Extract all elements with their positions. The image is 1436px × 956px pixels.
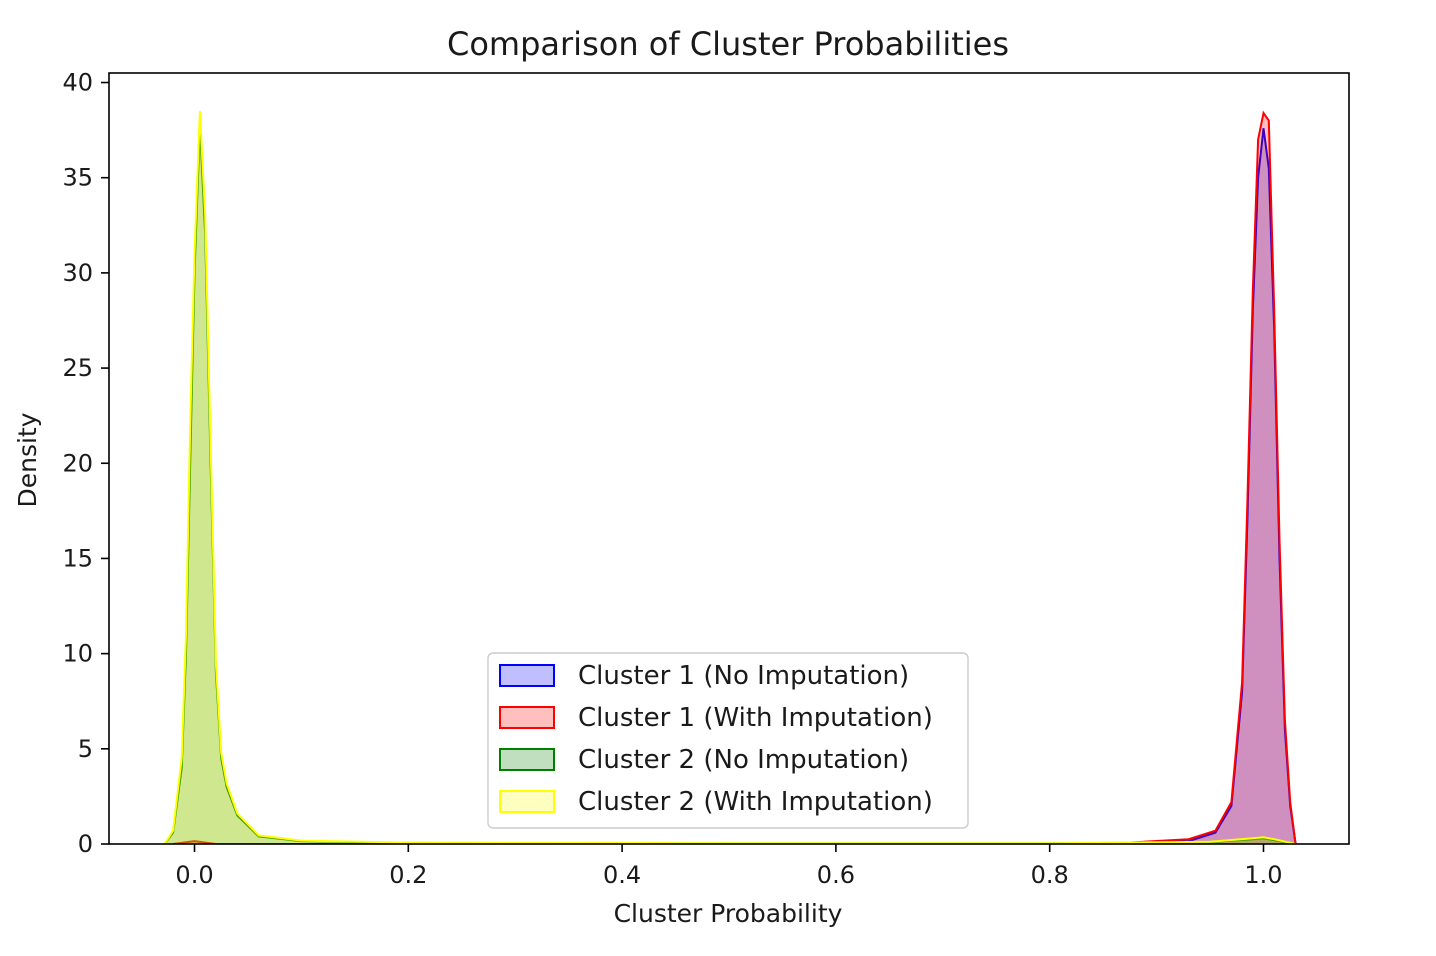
x-tick-label: 0.8 <box>1031 861 1069 889</box>
y-tick-label: 20 <box>62 449 93 477</box>
x-axis: 0.0 0.2 0.4 0.6 0.8 1.0 <box>175 844 1283 889</box>
legend-swatch-3 <box>499 748 555 771</box>
x-tick-label: 1.0 <box>1244 861 1282 889</box>
y-axis: 0 5 10 15 20 25 30 35 40 <box>62 69 109 858</box>
legend-frame <box>487 652 969 829</box>
chart-title: Comparison of Cluster Probabilities <box>447 25 1009 63</box>
x-tick-label: 0.0 <box>175 861 213 889</box>
legend-label-3: Cluster 2 (No Imputation) <box>578 745 909 775</box>
legend-swatch-2 <box>499 706 555 729</box>
y-tick-label: 35 <box>62 164 93 192</box>
x-axis-label: Cluster Probability <box>614 899 843 928</box>
y-axis-label: Density <box>13 412 42 507</box>
y-tick-label: 40 <box>62 69 93 97</box>
y-tick-label: 10 <box>62 640 93 668</box>
y-tick-label: 30 <box>62 259 93 287</box>
legend-swatch-1 <box>499 664 555 687</box>
y-tick-label: 5 <box>78 735 93 763</box>
y-tick-label: 25 <box>62 354 93 382</box>
y-tick-label: 0 <box>78 830 93 858</box>
y-tick-label: 15 <box>62 544 93 572</box>
x-tick-label: 0.2 <box>389 861 427 889</box>
legend-swatch-4 <box>499 790 555 813</box>
legend: Cluster 1 (No Imputation) Cluster 1 (With… <box>487 652 969 829</box>
legend-label-2: Cluster 1 (With Imputation) <box>578 703 933 733</box>
series-line-2 <box>172 110 1297 844</box>
x-tick-label: 0.6 <box>817 861 855 889</box>
plot-frame <box>108 72 1350 845</box>
legend-label-1: Cluster 1 (No Imputation) <box>578 661 909 691</box>
series-line-4 <box>163 111 1296 844</box>
series-layer <box>163 110 1297 844</box>
x-tick-label: 0.4 <box>603 861 641 889</box>
series-area-1 <box>1124 128 1296 844</box>
legend-label-4: Cluster 2 (With Imputation) <box>578 787 933 817</box>
